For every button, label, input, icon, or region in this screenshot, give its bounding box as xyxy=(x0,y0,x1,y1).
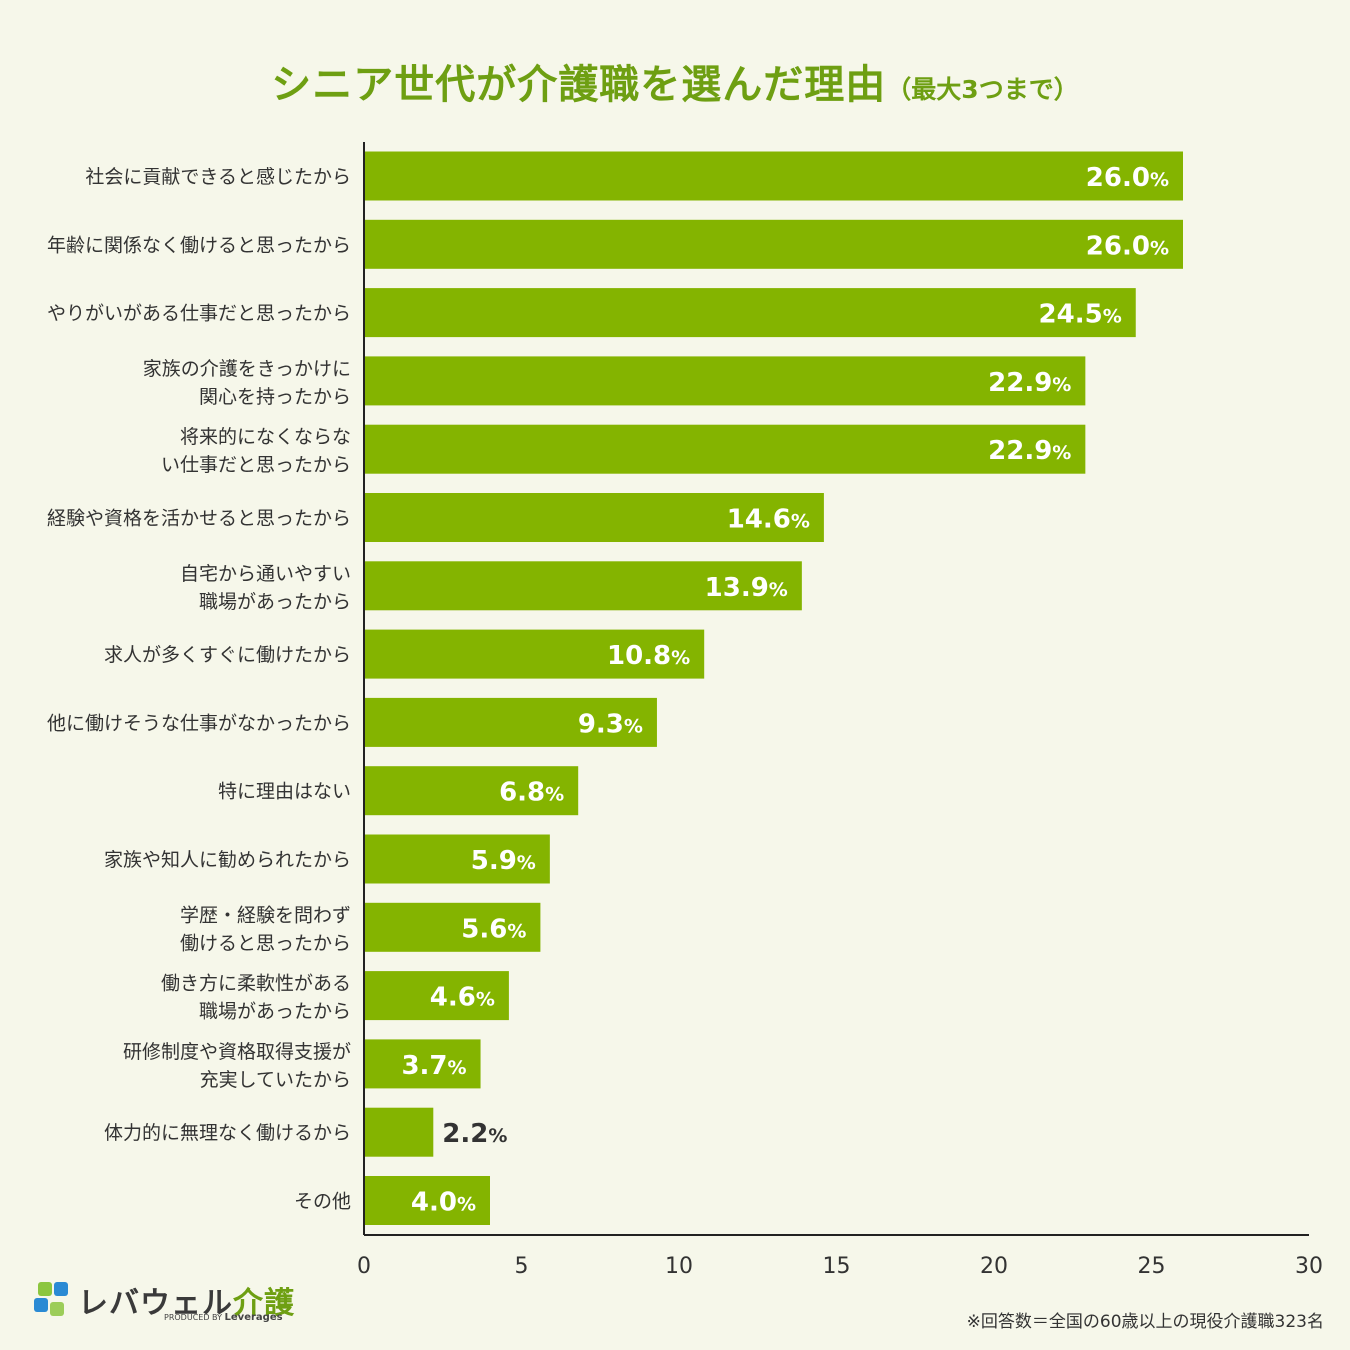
category-label: その他 xyxy=(294,1191,351,1213)
category-label: やりがいがある仕事だと思ったから xyxy=(47,303,351,325)
produced-by-text: PRODUCED BY xyxy=(164,1313,222,1322)
value-label: 14.6% xyxy=(727,505,810,535)
bar xyxy=(364,356,1086,406)
x-tick-label: 25 xyxy=(1138,1254,1166,1279)
bar xyxy=(364,971,509,1021)
category-label: 家族や知人に勧められたから xyxy=(104,849,351,871)
brand-logo-icon xyxy=(34,1282,68,1316)
x-tick-label: 30 xyxy=(1295,1254,1323,1279)
value-label: 2.2% xyxy=(442,1119,507,1149)
bar xyxy=(364,288,1136,338)
x-tick-label: 20 xyxy=(980,1254,1008,1279)
x-tick-label: 5 xyxy=(515,1254,529,1279)
value-label: 13.9% xyxy=(705,573,788,603)
x-tick-label: 10 xyxy=(665,1254,693,1279)
category-label: 家族の介護をきっかけに関心を持ったから xyxy=(143,358,351,408)
bar xyxy=(364,493,824,542)
category-label: 年齢に関係なく働けると思ったから xyxy=(47,234,351,256)
bar xyxy=(364,1176,490,1225)
x-tick-label: 0 xyxy=(357,1254,371,1279)
chart-title: シニア世代が介護職を選んだ理由（最大3つまで） xyxy=(0,52,1350,110)
value-label: 24.5% xyxy=(1039,300,1122,330)
bar xyxy=(364,766,579,816)
value-label: 4.6% xyxy=(430,983,495,1013)
bar xyxy=(364,1107,434,1157)
category-label: 求人が多くすぐに働けたから xyxy=(104,644,351,666)
category-label: 将来的になくならない仕事だと思ったから xyxy=(161,426,351,476)
category-label: 体力的に無理なく働けるから xyxy=(104,1122,351,1144)
category-label: 研修制度や資格取得支援が充実していたから xyxy=(123,1041,351,1091)
footnote: ※回答数＝全国の60歳以上の現役介護職323名 xyxy=(966,1312,1324,1332)
value-label: 4.0% xyxy=(411,1188,476,1218)
produced-company: Leverages xyxy=(224,1312,283,1323)
value-label: 26.0% xyxy=(1086,163,1169,193)
brand-name-part2: 介護 xyxy=(233,1286,295,1321)
value-label: 5.6% xyxy=(461,914,526,944)
brand-name-part1: レバウェル xyxy=(78,1286,233,1321)
bar xyxy=(364,1039,481,1089)
value-label: 22.9% xyxy=(988,436,1071,466)
bar xyxy=(364,902,541,952)
category-label: 経験や資格を活かせると思ったから xyxy=(47,508,351,530)
chart-title-sub: （最大3つまで） xyxy=(886,75,1079,104)
category-label: 社会に貢献できると感じたから xyxy=(85,166,351,188)
bar xyxy=(364,629,705,679)
bar xyxy=(364,151,1183,201)
bar xyxy=(364,561,802,611)
value-label: 22.9% xyxy=(988,368,1071,398)
value-label: 6.8% xyxy=(499,778,564,808)
value-label: 3.7% xyxy=(401,1051,466,1081)
category-label: 働き方に柔軟性がある職場があったから xyxy=(161,973,351,1023)
category-label: 他に働けそうな仕事がなかったから xyxy=(47,712,351,734)
bar xyxy=(364,219,1183,269)
category-label: 学歴・経験を問わず働けると思ったから xyxy=(180,904,351,954)
value-label: 10.8% xyxy=(607,641,690,671)
value-label: 26.0% xyxy=(1086,231,1169,261)
value-label: 5.9% xyxy=(471,846,536,876)
bar xyxy=(364,697,657,747)
category-label: 自宅から通いやすい職場があったから xyxy=(180,563,351,613)
category-label: 特に理由はない xyxy=(218,781,351,803)
brand-logo: レバウェル介護 PRODUCED BY Leverages xyxy=(32,1278,295,1330)
value-label: 9.3% xyxy=(578,709,643,739)
chart-title-main: シニア世代が介護職を選んだ理由 xyxy=(271,62,887,108)
brand-name: レバウェル介護 xyxy=(78,1278,295,1322)
bar xyxy=(364,424,1086,474)
x-tick-label: 15 xyxy=(823,1254,851,1279)
bar xyxy=(364,834,550,884)
brand-produced-by: PRODUCED BY Leverages xyxy=(164,1312,283,1323)
